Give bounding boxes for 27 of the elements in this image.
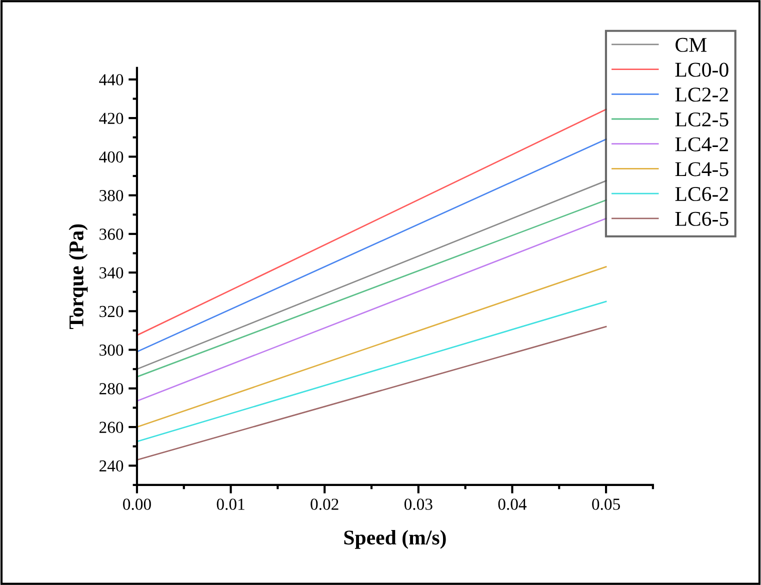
y-tick-label: 440: [99, 74, 124, 86]
legend-label: LC6-2: [675, 187, 728, 202]
x-tick-label: 0.02: [310, 498, 338, 510]
y-axis-title: Torque (Pa): [68, 224, 88, 330]
y-tick-label: 320: [100, 306, 124, 318]
legend-label: LC2-5: [675, 112, 728, 126]
y-tick-label: 420: [99, 112, 124, 124]
legend-label: LC4-2: [675, 137, 728, 152]
x-tick-label: 0.05: [592, 498, 620, 510]
x-tick-label: 0.00: [123, 498, 151, 510]
y-tick-label: 300: [100, 344, 124, 356]
y-tick-label: 340: [100, 267, 124, 278]
legend-label: LC6-5: [675, 212, 728, 226]
y-tick-label: 360: [100, 228, 124, 240]
y-tick-label: 260: [100, 422, 124, 433]
legend-label: LC0-0: [675, 62, 728, 77]
x-tick-label: 0.01: [216, 498, 244, 510]
x-tick-label: 0.03: [404, 498, 432, 510]
y-tick-label: 380: [100, 190, 124, 202]
y-tick-label: 240: [100, 460, 124, 472]
x-axis-title: Speed (m/s): [344, 530, 446, 549]
legend-label: CM: [676, 38, 707, 52]
legend-label: LC4-5: [675, 162, 728, 176]
y-tick-label: 400: [99, 151, 124, 163]
legend-label: LC2-2: [675, 88, 728, 102]
x-tick-label: 0.04: [498, 498, 527, 510]
y-tick-label: 280: [100, 383, 124, 394]
